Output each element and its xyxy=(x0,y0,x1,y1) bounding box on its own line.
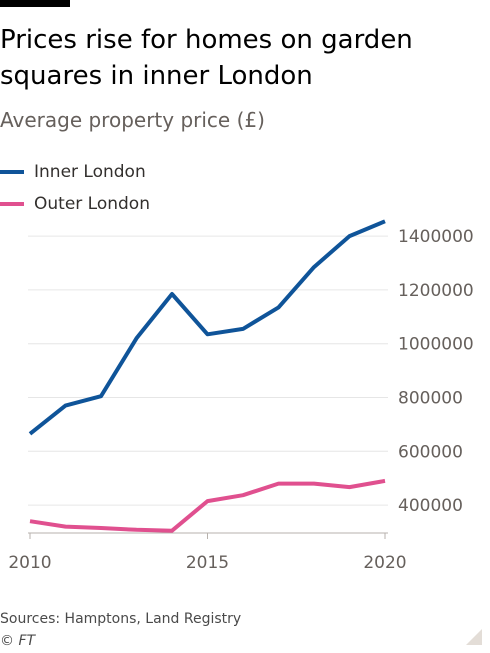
y-tick-label: 1200000 xyxy=(398,281,474,301)
series-line-inner-london xyxy=(28,219,386,436)
y-tick-label: 400000 xyxy=(398,496,463,516)
legend-item-outer-london: Outer London xyxy=(0,188,150,220)
x-tick-label: 2010 xyxy=(8,553,51,573)
x-tick-label: 2015 xyxy=(186,553,229,573)
y-tick-label: 800000 xyxy=(398,389,463,409)
y-tick-label: 600000 xyxy=(398,442,463,462)
source-note: Sources: Hamptons, Land Registry xyxy=(0,611,242,627)
legend-swatch-inner-london xyxy=(0,170,24,174)
series-line-outer-london xyxy=(29,478,386,533)
legend: Inner London Outer London xyxy=(0,156,150,220)
legend-swatch-outer-london xyxy=(0,202,24,206)
copyright-note: © FT xyxy=(0,633,36,649)
ft-top-bar xyxy=(0,0,70,7)
y-tick-label: 1000000 xyxy=(398,335,474,355)
chart-subtitle: Average property price (£) xyxy=(0,108,265,132)
legend-item-inner-london: Inner London xyxy=(0,156,150,188)
chart-title: Prices rise for homes on garden squares … xyxy=(0,25,413,91)
corner-fold-icon xyxy=(466,629,482,645)
x-tick-label: 2020 xyxy=(363,553,406,573)
legend-label-outer-london: Outer London xyxy=(34,194,150,214)
legend-label-inner-london: Inner London xyxy=(34,162,146,182)
y-tick-label: 1400000 xyxy=(398,227,474,247)
